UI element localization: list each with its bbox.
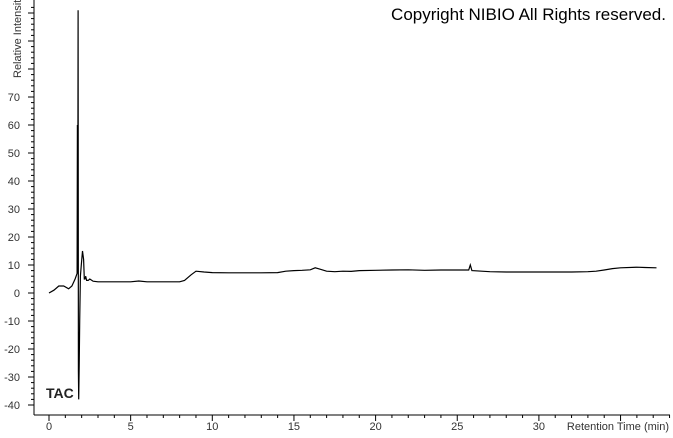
tick-labels: -40 -30 -20 -10 0 10 20 30 40 50 60 70 0 5 10 15 20 25 30 [4,92,545,433]
x-tick-label: 5 [128,421,134,433]
y-tick-label: 10 [8,260,20,272]
y-tick-label: 30 [8,204,20,216]
trace-label: TAC [46,385,74,401]
y-tick-label: 20 [8,232,20,244]
y-tick-label: 40 [8,176,20,188]
x-tick-label: 15 [288,421,300,433]
y-tick-label: 50 [8,148,20,160]
axes [28,0,671,421]
tac-trace-line [48,10,657,400]
x-tick-label: 30 [533,421,545,433]
x-axis-label: Retention Time (min) [567,421,669,433]
y-axis-label: Relative Intensity [12,0,24,78]
x-tick-label: 20 [369,421,381,433]
copyright-annotation: Copyright NIBIO All Rights reserved. [391,5,666,24]
y-tick-label: -10 [4,316,20,328]
x-tick-label: 10 [206,421,218,433]
x-tick-label: 25 [451,421,463,433]
y-tick-label: -40 [4,400,20,412]
y-tick-label: -30 [4,372,20,384]
y-tick-label: 0 [14,288,20,300]
y-tick-label: -20 [4,344,20,356]
y-tick-label: 60 [8,120,20,132]
x-tick-label: 0 [46,421,52,433]
y-tick-label: 70 [8,92,20,104]
